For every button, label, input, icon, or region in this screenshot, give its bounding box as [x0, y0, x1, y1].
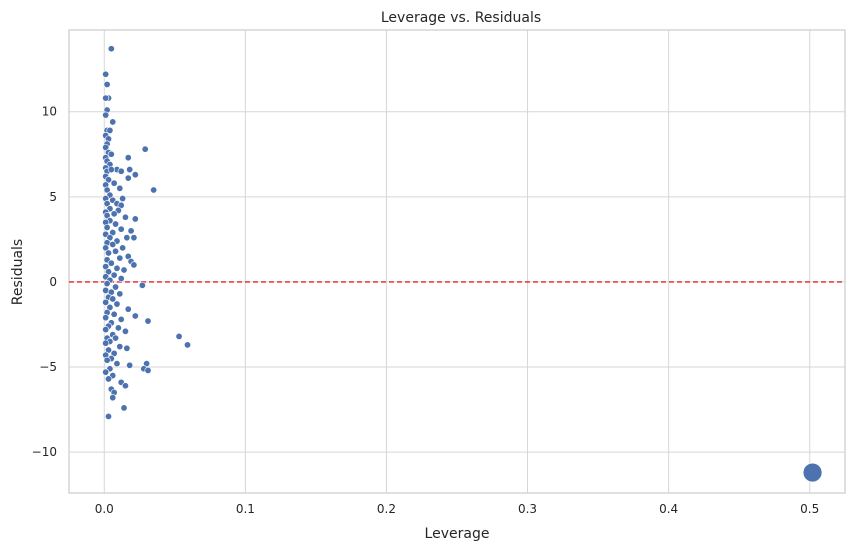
data-point [107, 150, 115, 158]
data-point [116, 254, 124, 262]
data-point [130, 261, 138, 269]
data-point [107, 45, 115, 53]
high-leverage-point [802, 462, 823, 483]
data-point [110, 179, 118, 187]
data-point [117, 315, 125, 323]
data-point [127, 227, 135, 235]
data-point [110, 310, 118, 318]
data-point [124, 174, 132, 182]
data-point [121, 213, 129, 221]
data-point [121, 327, 129, 335]
y-tick-label: −10 [32, 445, 57, 459]
chart-title: Leverage vs. Residuals [381, 10, 541, 26]
x-tick-label: 0.0 [95, 502, 114, 516]
data-point [102, 111, 110, 119]
data-point [102, 298, 110, 306]
data-point [112, 283, 120, 291]
data-point [102, 339, 110, 347]
plot-frame [68, 29, 846, 494]
data-point [106, 126, 114, 134]
data-point [103, 80, 111, 88]
y-tick-label: 0 [49, 275, 57, 289]
data-point [117, 225, 125, 233]
data-point [103, 356, 111, 364]
data-point [124, 305, 132, 313]
x-tick-labels: 0.0 0.1 0.2 0.3 0.4 0.5 [95, 502, 820, 516]
data-point [110, 271, 118, 279]
data-point [126, 361, 134, 369]
data-point [112, 220, 120, 228]
data-point [105, 375, 113, 383]
data-point [144, 317, 152, 325]
x-tick-label: 0.2 [377, 502, 396, 516]
data-point [102, 70, 110, 78]
data-point [113, 264, 121, 272]
data-point [116, 290, 124, 298]
x-tick-label: 0.5 [800, 502, 819, 516]
data-point [109, 240, 117, 248]
data-point [116, 184, 124, 192]
data-point [103, 223, 111, 231]
data-point [103, 280, 111, 288]
y-tick-label: 5 [49, 190, 57, 204]
data-point [141, 145, 149, 153]
data-point [109, 295, 117, 303]
data-point [119, 195, 127, 203]
data-point [102, 326, 110, 334]
y-tick-labels: −10 −5 0 5 10 [32, 105, 57, 459]
data-point [150, 186, 158, 194]
data-points [102, 45, 823, 483]
x-axis-label: Leverage [425, 526, 490, 542]
data-point [105, 249, 113, 257]
data-point [107, 259, 115, 267]
data-point [109, 118, 117, 126]
data-point [117, 275, 125, 283]
data-point [123, 234, 131, 242]
data-point [120, 404, 128, 412]
data-point [184, 341, 192, 349]
data-point [130, 234, 138, 242]
data-point [112, 247, 120, 255]
data-point [138, 281, 146, 289]
data-point [107, 166, 115, 174]
data-point [144, 366, 152, 374]
data-point [102, 368, 110, 376]
data-point [102, 94, 110, 102]
data-point [102, 314, 110, 322]
data-point [113, 360, 121, 368]
data-point [131, 171, 139, 179]
data-point [119, 244, 127, 252]
x-tick-label: 0.3 [518, 502, 537, 516]
data-point [120, 266, 128, 274]
data-point [126, 166, 134, 174]
data-point [121, 382, 129, 390]
data-point [123, 344, 131, 352]
data-point [117, 167, 125, 175]
grid [69, 30, 845, 493]
data-point [105, 412, 113, 420]
data-point [131, 312, 139, 320]
data-point [114, 324, 122, 332]
data-point [112, 334, 120, 342]
y-axis-label: Residuals [10, 239, 26, 305]
x-tick-label: 0.1 [236, 502, 255, 516]
y-tick-label: 10 [42, 105, 57, 119]
y-tick-label: −5 [39, 360, 57, 374]
data-point [131, 215, 139, 223]
x-tick-label: 0.4 [659, 502, 678, 516]
data-point [124, 154, 132, 162]
data-point [109, 394, 117, 402]
data-point [110, 210, 118, 218]
data-point [175, 332, 183, 340]
data-point [116, 343, 124, 351]
data-point [113, 300, 121, 308]
